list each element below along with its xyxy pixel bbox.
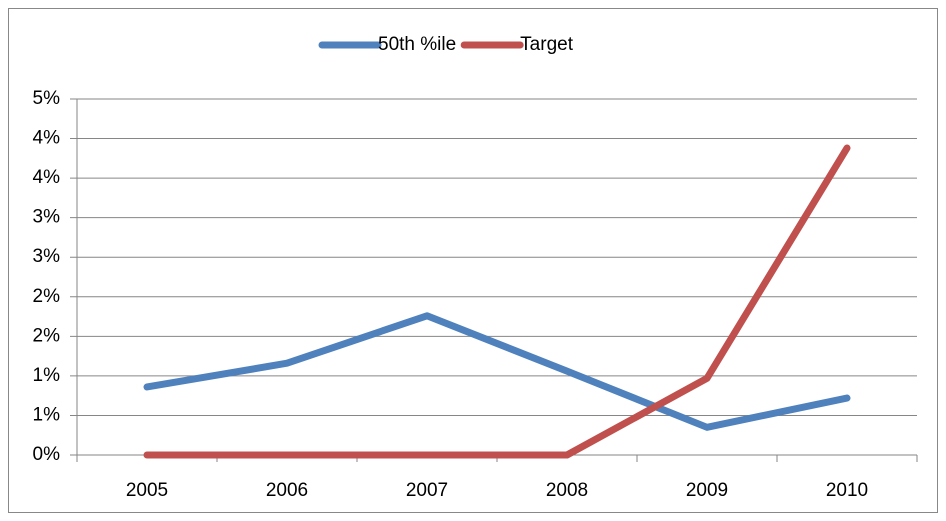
x-tick-label: 2006 bbox=[266, 480, 308, 501]
legend-label: 50th %ile bbox=[378, 34, 456, 55]
x-tick-label: 2005 bbox=[126, 480, 168, 501]
y-tick-label: 0% bbox=[33, 444, 61, 465]
x-tick-label: 2009 bbox=[686, 480, 728, 501]
x-tick-label: 2010 bbox=[826, 480, 868, 501]
y-tick-label: 2% bbox=[33, 325, 61, 346]
x-tick-label: 2008 bbox=[546, 480, 588, 501]
y-tick-label: 5% bbox=[33, 88, 61, 109]
y-tick-label: 4% bbox=[33, 167, 61, 188]
y-tick-label: 1% bbox=[33, 365, 61, 386]
series-line bbox=[143, 144, 851, 459]
y-tick-label: 3% bbox=[33, 207, 61, 228]
y-tick-label: 1% bbox=[33, 404, 61, 425]
series-line bbox=[143, 312, 851, 431]
x-tick-label: 2007 bbox=[406, 480, 448, 501]
y-tick-label: 2% bbox=[33, 286, 61, 307]
y-tick-label: 4% bbox=[33, 128, 61, 149]
chart-frame bbox=[8, 8, 938, 513]
y-tick-label: 3% bbox=[33, 246, 61, 267]
legend-label: Target bbox=[520, 34, 574, 55]
